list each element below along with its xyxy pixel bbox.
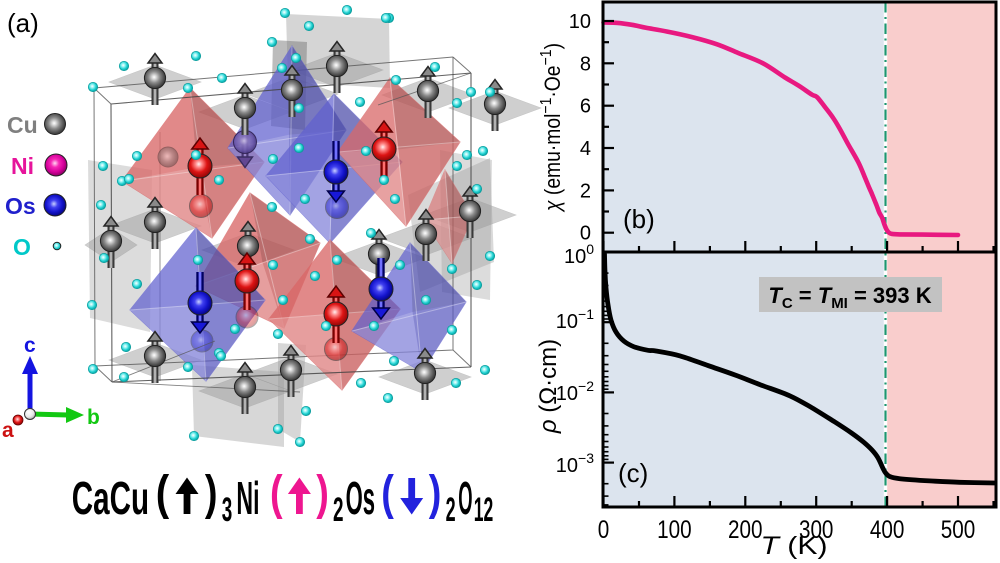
svg-text:(c): (c) (618, 458, 648, 488)
svg-text:3: 3 (222, 491, 233, 529)
svg-text:): ) (205, 467, 218, 520)
svg-text:300: 300 (799, 516, 834, 544)
svg-text:O: O (13, 234, 31, 260)
svg-text:ρ (Ω·cm): ρ (Ω·cm) (535, 339, 562, 434)
svg-text:100: 100 (657, 516, 692, 544)
svg-text:c: c (24, 334, 36, 357)
svg-text:200: 200 (728, 516, 763, 544)
svg-text:0: 0 (580, 223, 591, 245)
svg-text:6: 6 (580, 96, 591, 118)
svg-text:(: ( (381, 467, 394, 520)
svg-text:100: 100 (564, 241, 594, 268)
svg-text:b: b (87, 406, 100, 429)
svg-text:a: a (2, 419, 14, 442)
svg-text:TC = TMI = 393 K: TC = TMI = 393 K (768, 283, 931, 312)
svg-text:10: 10 (569, 11, 591, 33)
svg-text:2: 2 (446, 491, 456, 529)
svg-text:(: ( (270, 467, 283, 520)
svg-text:Os: Os (346, 472, 375, 524)
svg-text:400: 400 (870, 516, 905, 544)
svg-text:0: 0 (598, 516, 610, 544)
svg-text:Ni: Ni (236, 472, 259, 524)
svg-text:(b): (b) (623, 204, 655, 234)
svg-text:Os: Os (5, 193, 36, 219)
svg-text:(a): (a) (7, 8, 39, 38)
svg-text:12: 12 (474, 491, 494, 529)
svg-text:CaCu: CaCu (72, 472, 149, 524)
svg-text:4: 4 (580, 138, 591, 160)
svg-text:Ni: Ni (11, 153, 34, 179)
svg-text:χ (emu·mol−1·Oe−1): χ (emu·mol−1·Oe−1) (538, 43, 565, 213)
svg-text:2: 2 (333, 491, 344, 529)
svg-text:10−1: 10−1 (556, 306, 594, 333)
svg-text:2: 2 (580, 180, 591, 202)
svg-text:): ) (429, 467, 442, 520)
svg-text:(: ( (156, 467, 169, 520)
svg-text:O: O (458, 472, 472, 524)
svg-text:Cu: Cu (7, 112, 38, 138)
svg-text:500: 500 (941, 516, 976, 544)
svg-text:T (K): T (K) (761, 532, 828, 560)
svg-text:8: 8 (580, 53, 591, 75)
svg-text:): ) (316, 467, 329, 520)
svg-text:10−3: 10−3 (556, 450, 594, 477)
